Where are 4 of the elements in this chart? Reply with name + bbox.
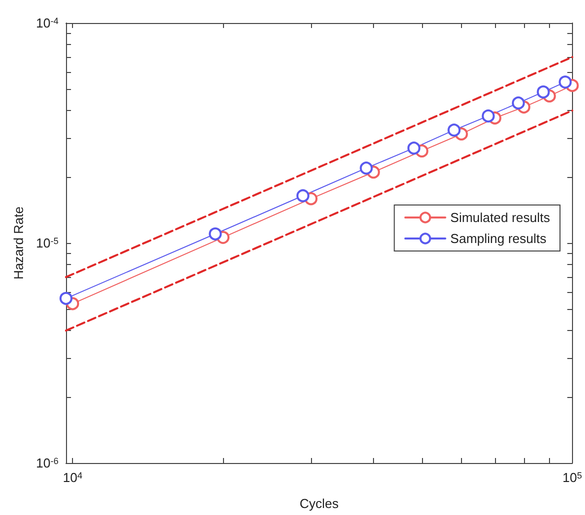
legend-label: Simulated results [450,210,550,225]
y-axis-title: Hazard Rate [11,206,26,280]
x-axis-title: Cycles [300,496,340,511]
legend-label: Sampling results [450,231,547,246]
